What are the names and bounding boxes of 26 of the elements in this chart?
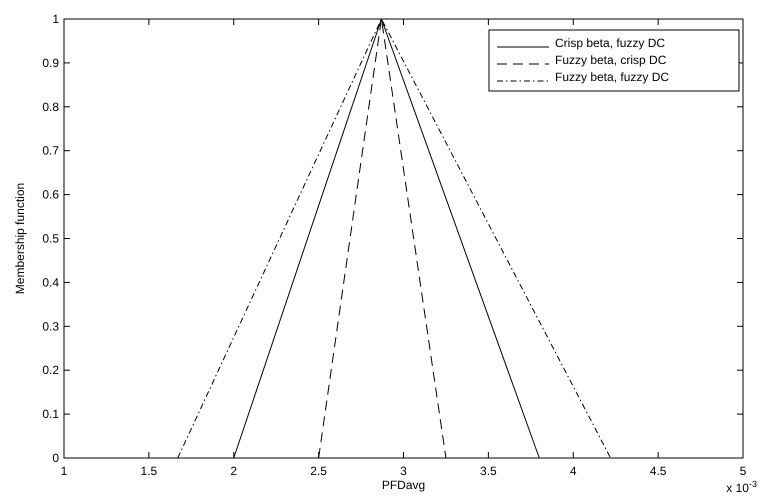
x-tick-label: 4 <box>570 464 577 478</box>
x-tick-label: 1.5 <box>140 464 158 478</box>
y-tick-label: 0.9 <box>42 56 60 70</box>
x-tick-label: 2 <box>230 464 238 478</box>
text: x 10$^{-3}$ <box>726 479 757 495</box>
x-tick-label: 3.5 <box>480 464 498 478</box>
x-tick-label: 4.5 <box>650 464 667 478</box>
y-tick-label: 0.3 <box>42 319 60 334</box>
x-tick-label: 1 <box>60 464 68 478</box>
legend-label: Fuzzy beta, crisp DC <box>555 53 667 67</box>
y-tick-label: 0.2 <box>42 363 60 378</box>
x-tick-label: 5 <box>740 464 747 478</box>
y-tick-label: 0.8 <box>42 100 60 114</box>
y-tick-label: 0.1 <box>42 407 60 422</box>
y-tick-label: 0.6 <box>42 188 60 202</box>
y-tick-label: 0 <box>52 451 60 465</box>
legend-label: Fuzzy beta, fuzzy DC <box>555 70 670 84</box>
x-tick-label: 3 <box>400 464 408 478</box>
x-axis-title: PFDavg <box>382 478 426 492</box>
legend-label: Crisp beta, fuzzy DC <box>555 36 666 50</box>
y-tick-label: 1 <box>52 12 60 26</box>
y-tick-label: 0.5 <box>42 232 60 246</box>
x-tick-label: 2.5 <box>310 464 328 478</box>
y-tick-label: 0.4 <box>42 275 60 290</box>
y-tick-label: 0.7 <box>42 144 60 158</box>
y-axis-title: Membership function <box>13 182 27 294</box>
